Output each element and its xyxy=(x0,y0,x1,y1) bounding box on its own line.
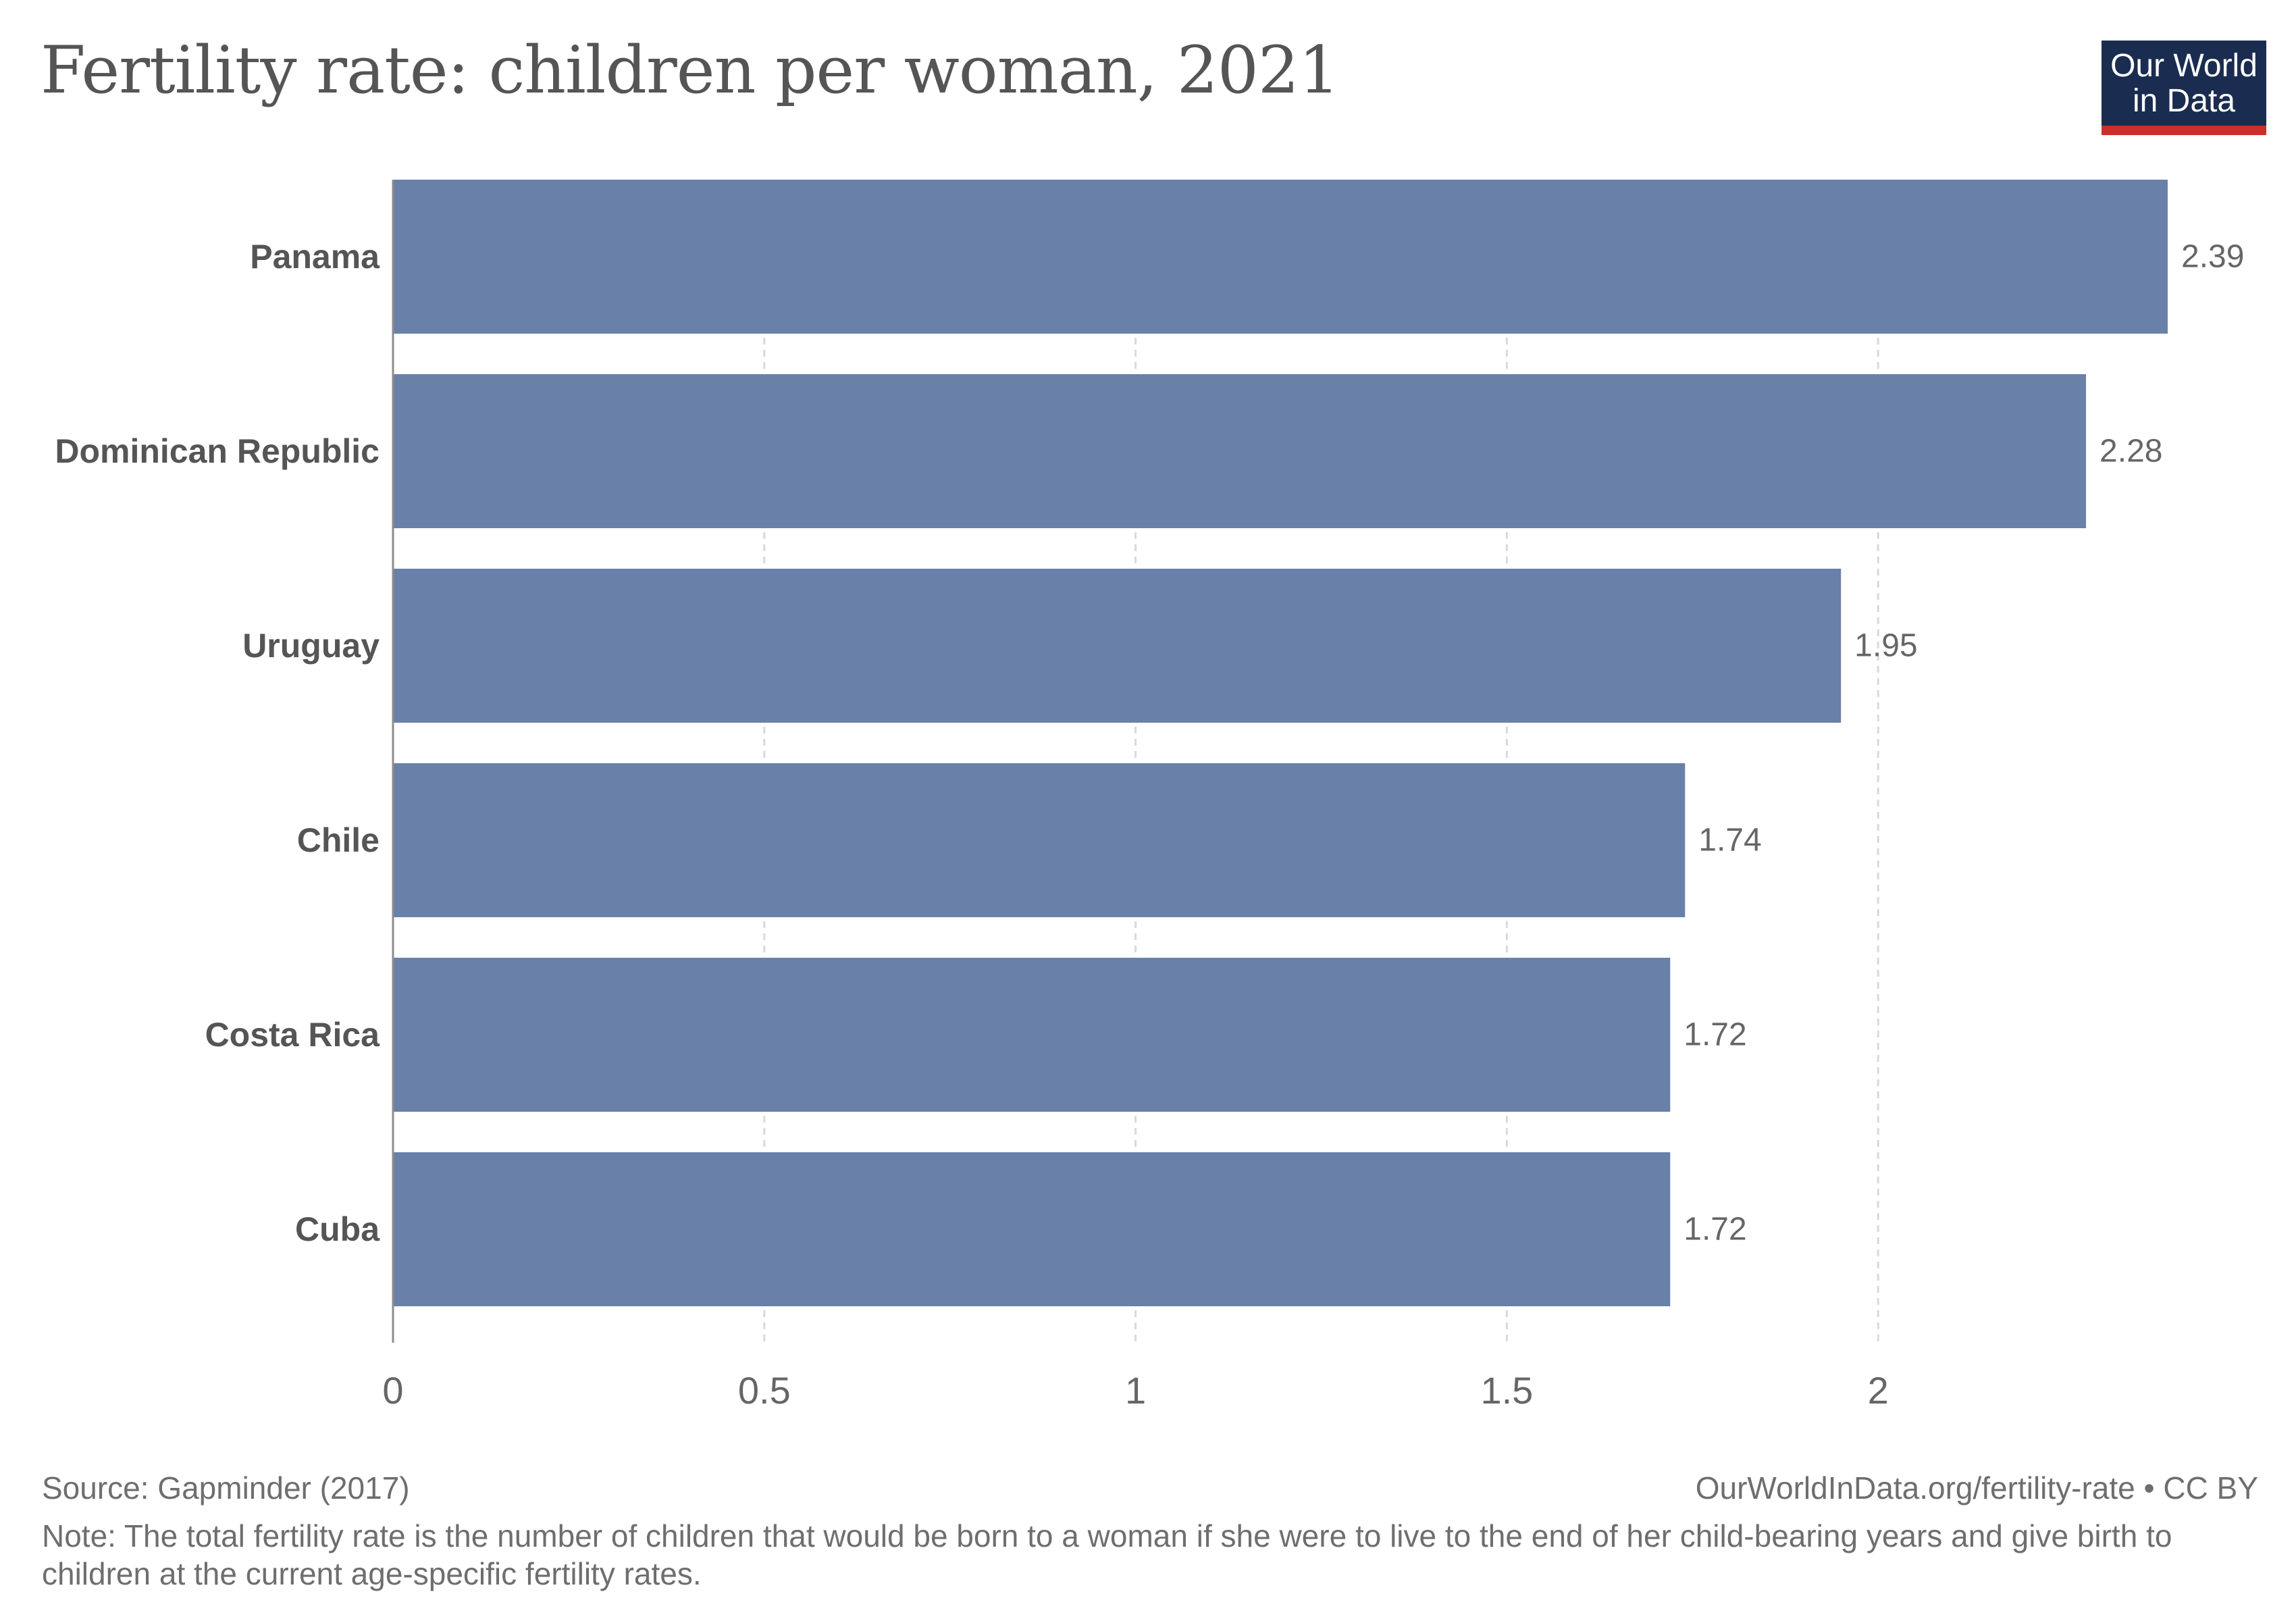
value-label: 1.72 xyxy=(1684,1017,1746,1053)
bar-chart: Panama 2.39 Dominican Republic 2.28 Uruguay 1… xyxy=(55,180,2244,1412)
bar xyxy=(393,763,1686,917)
value-label: 2.39 xyxy=(2181,239,2244,275)
x-tick-label: 1.5 xyxy=(1480,1369,1533,1412)
note-text: Note: The total fertility rate is the nu… xyxy=(42,1518,2172,1591)
category-label: Cuba xyxy=(295,1210,380,1248)
source-link[interactable]: OurWorldInData.org/fertility-rate • CC B… xyxy=(1695,1470,2258,1506)
x-tick-label: 0 xyxy=(382,1369,403,1412)
bar xyxy=(393,180,2168,334)
owid-logo[interactable]: Our World in Data xyxy=(2102,41,2266,135)
category-label: Dominican Republic xyxy=(55,432,380,470)
category-label: Costa Rica xyxy=(205,1016,381,1054)
chart-title: Fertility rate: children per woman, 2021 xyxy=(41,32,1340,108)
bar xyxy=(393,374,2087,528)
category-label: Chile xyxy=(297,821,380,859)
value-label: 1.72 xyxy=(1684,1212,1746,1247)
logo-line-2: in Data xyxy=(2132,83,2236,119)
value-label: 1.95 xyxy=(1854,628,1917,664)
bar xyxy=(393,958,1671,1112)
logo-line-1: Our World xyxy=(2110,48,2258,84)
source-text: Source: Gapminder (2017) xyxy=(42,1470,410,1506)
bar xyxy=(393,569,1842,723)
value-label: 1.74 xyxy=(1698,823,1761,858)
x-tick-label: 0.5 xyxy=(738,1369,791,1412)
category-label: Uruguay xyxy=(242,627,380,665)
x-tick-label: 1 xyxy=(1125,1369,1146,1412)
bar xyxy=(393,1152,1671,1306)
value-label: 2.28 xyxy=(2099,434,2162,469)
x-tick-label: 2 xyxy=(1868,1369,1889,1412)
category-label: Panama xyxy=(250,238,380,276)
